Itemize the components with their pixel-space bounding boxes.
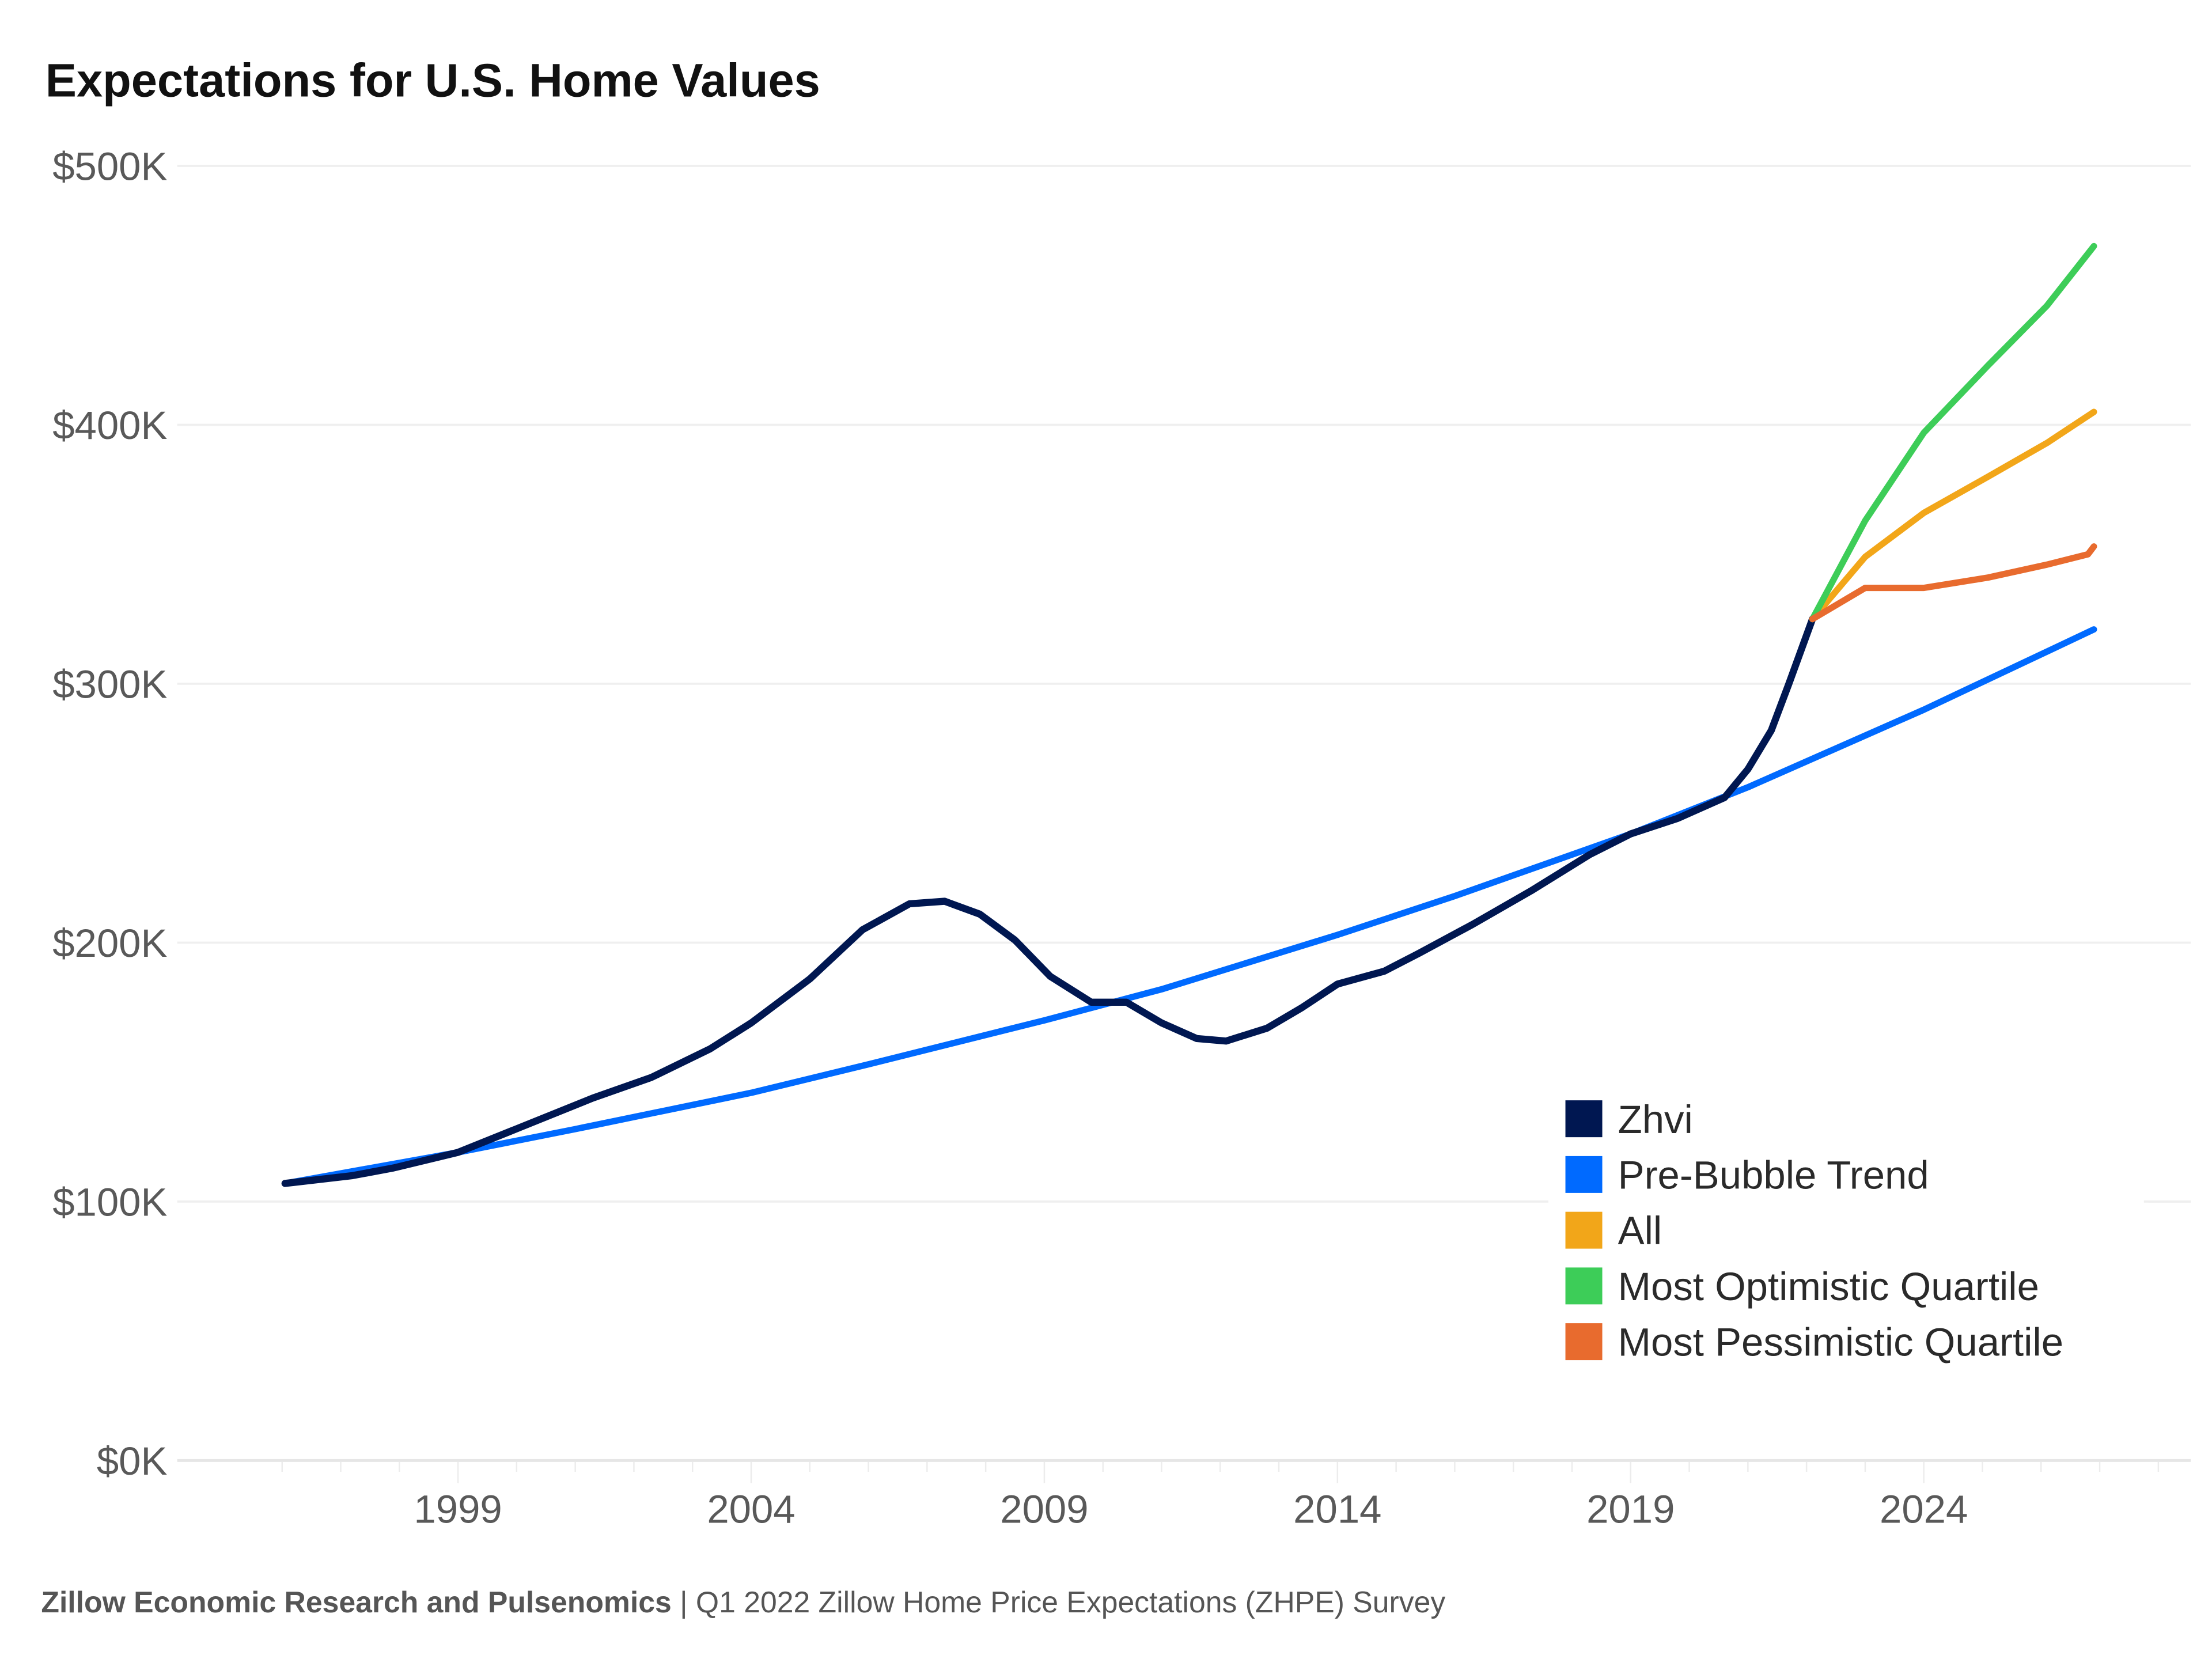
legend: Zhvi Pre-Bubble Trend All Most Optimistic Q… bbox=[1548, 1092, 2191, 1376]
pre-bubble-trend-line bbox=[282, 626, 2097, 1187]
footer-note: Q1 2022 Zillow Home Price Expectations (… bbox=[696, 1585, 1445, 1619]
y-tick-label: $0K bbox=[97, 1439, 168, 1483]
footer-separator: | bbox=[672, 1585, 696, 1619]
legend-label: Zhvi bbox=[1618, 1097, 1693, 1142]
legend-swatch bbox=[1565, 1211, 1603, 1249]
legend-label: Most Optimistic Quartile bbox=[1618, 1264, 2039, 1309]
x-tick-label: 2024 bbox=[1880, 1487, 1968, 1532]
legend-swatch bbox=[1565, 1267, 1603, 1305]
gridlines bbox=[177, 165, 2191, 1462]
y-tick-label: $300K bbox=[52, 662, 167, 707]
x-tick-label: 2014 bbox=[1293, 1487, 1381, 1532]
footer: Zillow Economic Research and Pulsenomics… bbox=[41, 1585, 1445, 1619]
chart-title: Expectations for U.S. Home Values bbox=[46, 54, 820, 107]
y-tick-label: $500K bbox=[52, 145, 167, 189]
x-tick-label: 1999 bbox=[414, 1487, 502, 1532]
legend-label: All bbox=[1618, 1209, 1662, 1253]
y-axis: $0K $100K $200K $300K $400K $500K bbox=[52, 145, 167, 1483]
legend-label: Most Pessimistic Quartile bbox=[1618, 1320, 2063, 1365]
x-axis: 1999 2004 2009 2014 2019 2024 bbox=[281, 1461, 2160, 1532]
footer-source: Zillow Economic Research and Pulsenomics bbox=[41, 1585, 671, 1619]
legend-swatch bbox=[1565, 1323, 1603, 1361]
legend-swatch bbox=[1565, 1156, 1603, 1193]
x-tick-label: 2009 bbox=[1000, 1487, 1088, 1532]
most-pessimistic-quartile-line bbox=[1809, 543, 2097, 623]
x-tick-label: 2019 bbox=[1586, 1487, 1675, 1532]
series-lines bbox=[281, 243, 2097, 1187]
x-tick-label: 2004 bbox=[707, 1487, 795, 1532]
zhvi-line bbox=[281, 615, 1816, 1187]
most-optimistic-quartile-line bbox=[1809, 243, 2097, 623]
y-tick-label: $200K bbox=[52, 921, 167, 965]
all-line bbox=[1809, 408, 2097, 623]
legend-background bbox=[1548, 1092, 2144, 1376]
legend-swatch bbox=[1565, 1100, 1603, 1138]
y-tick-label: $400K bbox=[52, 403, 167, 448]
y-tick-label: $100K bbox=[52, 1180, 167, 1225]
legend-label: Pre-Bubble Trend bbox=[1618, 1153, 1929, 1198]
